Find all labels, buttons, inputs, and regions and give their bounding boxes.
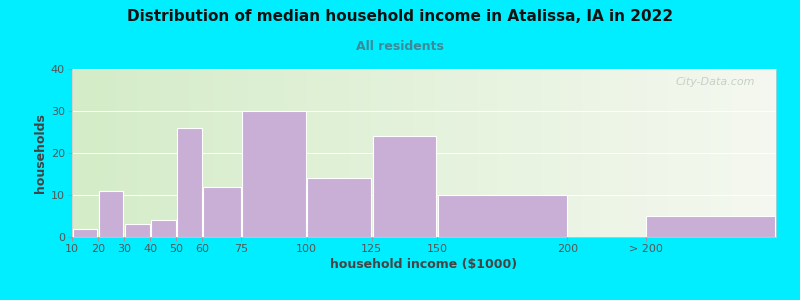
Bar xyxy=(373,136,436,237)
Y-axis label: households: households xyxy=(34,113,46,193)
Bar xyxy=(438,195,566,237)
Bar xyxy=(125,224,150,237)
X-axis label: household income ($1000): household income ($1000) xyxy=(330,258,518,271)
Text: City-Data.com: City-Data.com xyxy=(675,77,755,87)
Text: Distribution of median household income in Atalissa, IA in 2022: Distribution of median household income … xyxy=(127,9,673,24)
Bar xyxy=(203,187,241,237)
Text: All residents: All residents xyxy=(356,40,444,53)
Bar xyxy=(73,229,98,237)
Bar xyxy=(151,220,176,237)
Bar xyxy=(646,216,775,237)
Bar xyxy=(307,178,371,237)
Bar xyxy=(177,128,202,237)
Bar xyxy=(242,111,306,237)
Bar xyxy=(98,191,123,237)
